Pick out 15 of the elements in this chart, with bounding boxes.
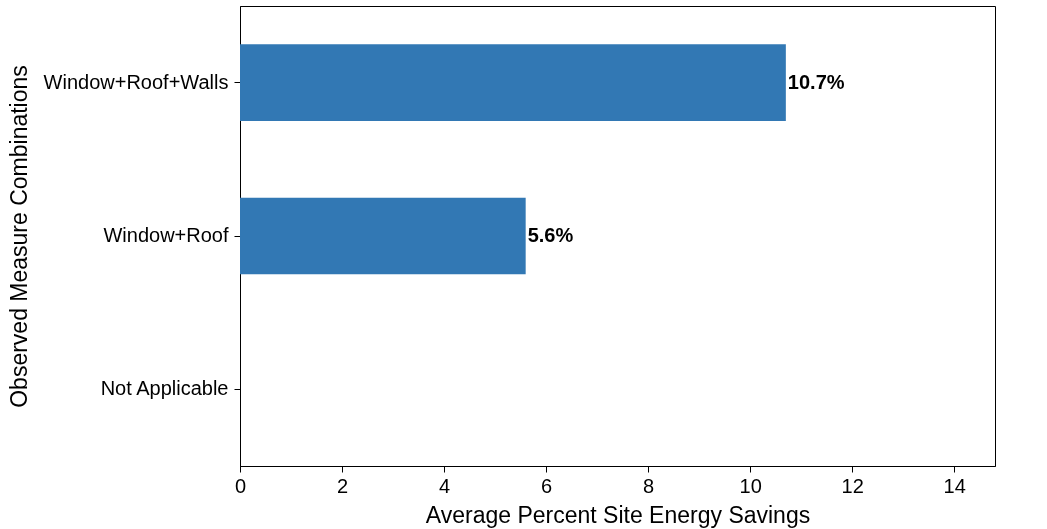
x-tick-label: 12 — [841, 474, 864, 497]
y-tick-label: Window+Roof+Walls — [43, 70, 229, 93]
x-tick-label: 10 — [739, 474, 762, 497]
y-axis-title: Observed Measure Combinations — [5, 65, 32, 408]
x-tick-label: 4 — [438, 474, 451, 497]
data-label: 10.7% — [787, 70, 845, 93]
x-tick-label: 0 — [234, 474, 247, 497]
x-tick-label: 2 — [336, 474, 349, 497]
y-tick-label: Not Applicable — [100, 377, 229, 400]
x-tick-label: 8 — [643, 474, 655, 497]
x-tick-label: 6 — [541, 474, 553, 497]
x-tick-label: 14 — [943, 474, 966, 497]
x-axis-title: Average Percent Site Energy Savings — [425, 501, 811, 528]
data-label: 5.6% — [527, 224, 574, 246]
y-tick-label: Window+Roof — [103, 224, 229, 246]
